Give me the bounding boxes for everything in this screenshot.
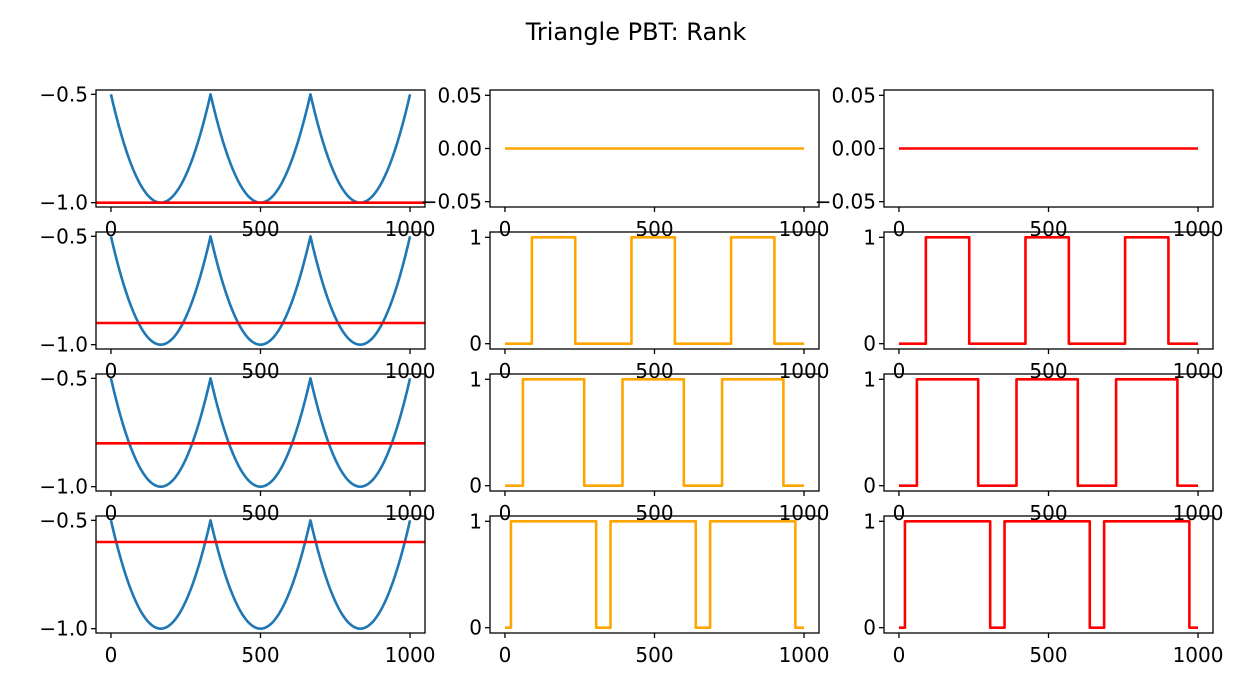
subplot-r1-c1: 100 500 1000 [469,225,829,383]
x-tick-label: 500 [635,643,673,667]
axes-frame [883,515,1214,634]
x-tick-label: 0 [105,217,118,241]
axes-frame [95,231,426,350]
x-tick-label: 1000 [1173,359,1224,383]
series-line-0 [898,520,1199,629]
y-tick-label: 1 [863,509,876,533]
x-tick-label: 0 [893,217,906,241]
series-line-0 [504,378,805,487]
x-tick-label: 0 [105,643,118,667]
y-tick-label: 0.05 [437,83,482,107]
axes-frame [489,515,820,634]
x-tick-label: 1000 [779,359,830,383]
y-tick-label: 0 [863,332,876,356]
y-tick-label: −1.0 [39,333,88,357]
y-tick-label: −0.5 [39,82,88,106]
x-tick-label: 500 [241,643,279,667]
y-tick-label: 0 [469,474,482,498]
axes-frame [883,373,1214,492]
y-tick-label: −0.5 [39,508,88,532]
subplot-r2-c0: −0.5−1.00 500 1000 [39,366,435,525]
subplot-r2-c2: 100 500 1000 [863,367,1223,525]
y-tick-label: 1 [863,367,876,391]
subplot-r1-c0: −0.5−1.00 500 1000 [39,224,435,383]
series-line-0 [109,377,412,488]
subplot-r0-c2: 0.050.00−0.050 500 1000 [815,83,1224,241]
x-tick-label: 0 [893,501,906,525]
x-tick-label: 1000 [385,643,436,667]
axes-frame [95,515,426,634]
y-tick-label: −0.05 [421,190,482,214]
x-tick-label: 0 [105,501,118,525]
subplot-r3-c0: −0.5 −1.0 0 500 1000 [39,508,435,667]
x-tick-label: 0 [893,359,906,383]
x-tick-label: 1000 [1173,217,1224,241]
y-tick-label: 1 [469,225,482,249]
y-tick-label: 0.00 [831,137,876,161]
axes-frame [95,373,426,492]
subplot-r2-c1: 100 500 1000 [469,367,829,525]
axes-frame [95,89,426,208]
series-line-0 [504,520,805,629]
y-tick-label: 0 [863,616,876,640]
axes-frame [489,231,820,350]
series-line-0 [109,519,412,630]
x-tick-label: 1000 [779,643,830,667]
y-tick-label: 0 [863,474,876,498]
subplot-r3-c1: 1 00 500 1000 [469,509,829,667]
x-tick-label: 0 [105,359,118,383]
y-tick-label: 1 [863,225,876,249]
y-tick-label: −1.0 [39,617,88,641]
subplot-r0-c0: −0.5−1.00 500 1000 [39,82,435,241]
series-line-0 [109,235,412,346]
x-tick-label: 1000 [1173,643,1224,667]
x-tick-label: 0 [893,643,906,667]
y-tick-label: −0.5 [39,224,88,248]
x-tick-label: 0 [499,501,512,525]
subplot-r3-c2: 1 00 500 1000 [863,509,1223,667]
y-tick-label: 0 [469,332,482,356]
subplot-r0-c1: 0.050.00−0.050 500 1000 [421,83,830,241]
y-tick-label: 0 [469,616,482,640]
x-tick-label: 0 [499,217,512,241]
axes-frame [883,231,1214,350]
x-tick-label: 500 [241,217,279,241]
x-tick-label: 1000 [779,217,830,241]
subplot-r1-c2: 100 500 1000 [863,225,1223,383]
x-tick-label: 500 [1029,643,1067,667]
x-tick-label: 500 [241,501,279,525]
y-tick-label: 1 [469,509,482,533]
figure-title: Triangle PBT: Rank [525,18,747,46]
x-tick-label: 500 [241,359,279,383]
series-line-0 [898,236,1199,345]
y-tick-label: 0.05 [831,83,876,107]
y-tick-label: −0.05 [815,190,876,214]
y-tick-label: −0.5 [39,366,88,390]
y-tick-label: −1.0 [39,191,88,215]
series-line-0 [109,93,412,204]
x-tick-label: 0 [499,359,512,383]
series-line-0 [898,378,1199,487]
y-tick-label: −1.0 [39,475,88,499]
series-line-0 [504,236,805,345]
y-tick-label: 0.00 [437,137,482,161]
axes-frame [489,373,820,492]
x-tick-label: 0 [499,643,512,667]
y-tick-label: 1 [469,367,482,391]
